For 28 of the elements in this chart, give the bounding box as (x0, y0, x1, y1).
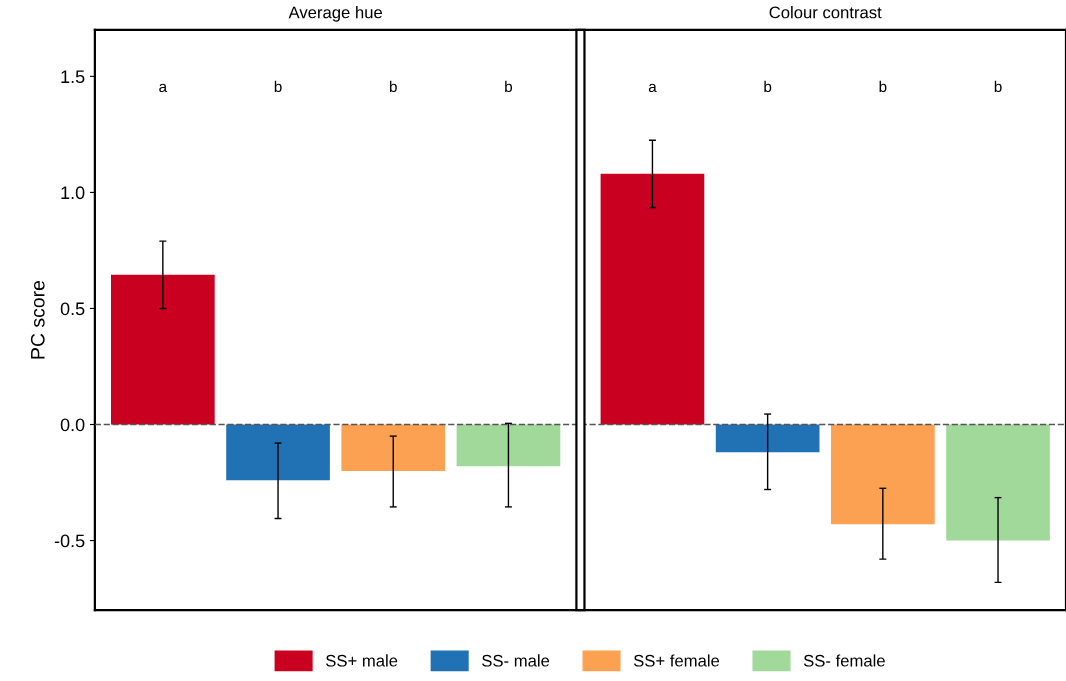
legend-label: SS- male (482, 654, 550, 667)
legend-label: SS+ male (326, 654, 398, 667)
bar (341, 424, 446, 471)
annotation: b (505, 80, 513, 93)
bar (946, 424, 1050, 541)
legend-label: SS+ female (633, 654, 720, 667)
y-axis-title: PC score (30, 280, 45, 359)
annotation: a (159, 83, 168, 93)
bar (226, 424, 330, 481)
annotation: a (648, 83, 657, 93)
legend-label: SS- female (803, 654, 885, 667)
bar (715, 424, 820, 453)
y-tick-label: 0.0 (60, 418, 85, 432)
y-tick-label: 1.0 (61, 186, 85, 200)
y-tick-label: 1.5 (61, 70, 85, 84)
y-tick-label: 0.5 (60, 302, 85, 316)
y-tick-label: -0.5 (54, 534, 85, 548)
bar (456, 424, 561, 467)
bar (111, 274, 215, 425)
bar (600, 173, 705, 425)
x-tick-label: Average hue (288, 6, 383, 22)
annotation: b (389, 80, 397, 93)
annotation: b (994, 80, 1002, 93)
annotation: b (764, 80, 772, 93)
annotation: b (879, 80, 887, 93)
x-tick-label: Colour contrast (769, 6, 882, 19)
annotation: b (274, 80, 282, 93)
bar (830, 424, 935, 525)
